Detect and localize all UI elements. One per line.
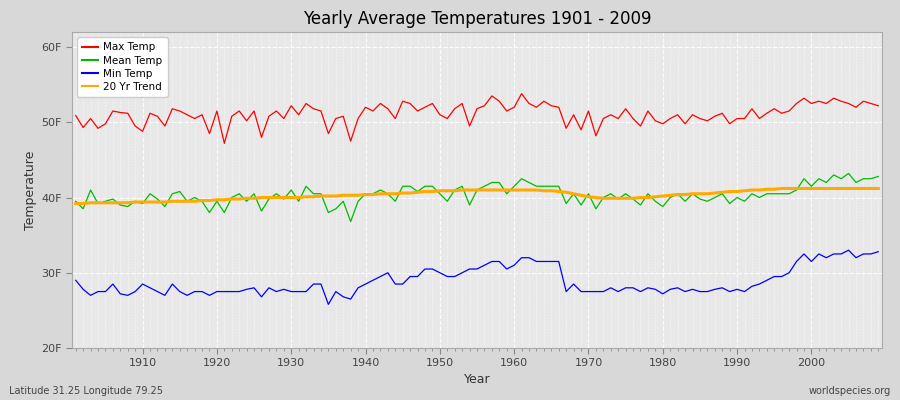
Text: worldspecies.org: worldspecies.org <box>809 386 891 396</box>
Title: Yearly Average Temperatures 1901 - 2009: Yearly Average Temperatures 1901 - 2009 <box>302 10 652 28</box>
X-axis label: Year: Year <box>464 372 490 386</box>
Y-axis label: Temperature: Temperature <box>24 150 37 230</box>
Legend: Max Temp, Mean Temp, Min Temp, 20 Yr Trend: Max Temp, Mean Temp, Min Temp, 20 Yr Tre… <box>77 37 167 97</box>
Text: Latitude 31.25 Longitude 79.25: Latitude 31.25 Longitude 79.25 <box>9 386 163 396</box>
